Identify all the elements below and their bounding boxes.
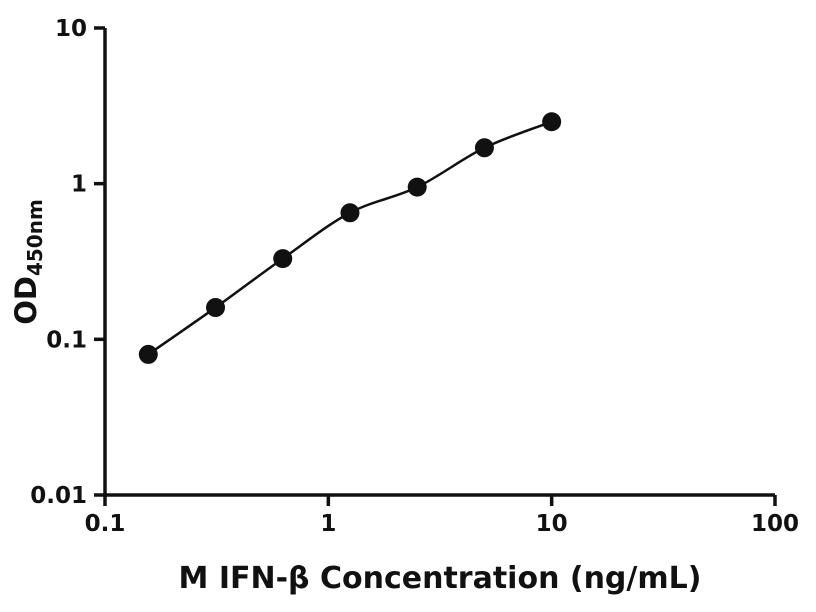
axes-layer [103, 28, 775, 497]
y-tick-label: 1 [71, 172, 87, 198]
data-point [542, 112, 562, 132]
y-axis-title-subscript: 450nm [23, 199, 47, 276]
axis-spines [103, 28, 775, 497]
y-tick-label: 10 [55, 16, 87, 42]
y-axis-title-main: OD [9, 276, 43, 325]
data-point [206, 298, 226, 318]
trend-line [147, 120, 553, 356]
data-point [407, 177, 427, 197]
data-point [273, 249, 293, 269]
data-point [474, 138, 494, 158]
x-tick-label: 10 [536, 511, 568, 537]
x-axis-title: M IFN-β Concentration (ng/mL) [179, 561, 702, 596]
x-tick-label: 1 [320, 511, 336, 537]
data-point [340, 203, 360, 223]
y-tick-label: 0.1 [46, 327, 87, 353]
x-tick-label: 0.1 [85, 511, 126, 537]
x-tick-label: 100 [751, 511, 799, 537]
y-tick-label: 0.01 [30, 483, 87, 509]
y-axis-title: OD450nm [9, 199, 47, 325]
data-point [138, 344, 158, 364]
series-layer [138, 112, 562, 364]
